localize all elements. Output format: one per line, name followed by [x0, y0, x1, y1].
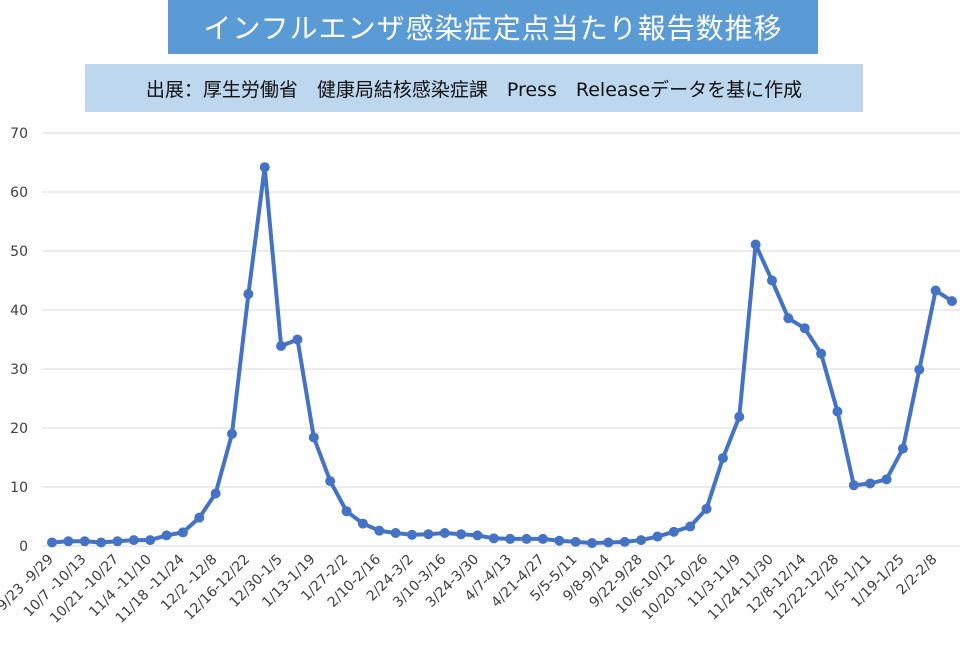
- data-point: [308, 432, 319, 443]
- data-point: [537, 533, 548, 544]
- data-point: [276, 340, 287, 351]
- data-point: [259, 162, 270, 173]
- data-point: [717, 453, 728, 464]
- data-point: [865, 478, 876, 489]
- data-point: [734, 411, 745, 422]
- data-point: [128, 535, 139, 546]
- data-point: [227, 428, 237, 439]
- data-point: [145, 535, 156, 546]
- data-point: [947, 296, 957, 307]
- data-point: [210, 488, 221, 499]
- data-point: [897, 443, 908, 454]
- data-point: [799, 323, 810, 334]
- data-point: [161, 530, 172, 541]
- data-point: [407, 529, 417, 540]
- y-tick-label: 10: [10, 480, 28, 496]
- data-point: [390, 528, 401, 539]
- data-point: [636, 535, 647, 546]
- data-point: [177, 527, 188, 538]
- y-tick-labels: 0 10 20 30 40 50 60 70: [10, 126, 28, 555]
- y-tick-label: 60: [10, 185, 28, 201]
- data-point: [47, 537, 57, 548]
- data-point: [292, 334, 303, 345]
- data-point: [357, 518, 368, 529]
- data-point: [439, 528, 450, 539]
- data-point: [668, 526, 679, 537]
- data-point: [488, 533, 499, 544]
- y-tick-label: 30: [10, 362, 28, 378]
- source-note: 出展：厚生労働省 健康局結核感染症課 Press Releaseデータを基に作成: [85, 64, 863, 112]
- y-tick-label: 0: [19, 539, 28, 555]
- data-point: [701, 503, 712, 514]
- data-point: [848, 480, 859, 491]
- data-point: [325, 476, 336, 487]
- data-point: [96, 537, 107, 548]
- data-point: [816, 348, 827, 359]
- y-tick-label: 20: [10, 421, 28, 437]
- data-point: [914, 364, 925, 375]
- data-point: [783, 313, 794, 324]
- y-tick-label: 50: [10, 244, 28, 260]
- data-point: [570, 536, 581, 547]
- grid-lines: [42, 132, 960, 547]
- data-point: [194, 512, 205, 523]
- data-point: [750, 239, 761, 250]
- data-point: [79, 536, 90, 547]
- data-point: [374, 525, 385, 536]
- chart-title: インフルエンザ感染症定点当たり報告数推移: [168, 0, 818, 54]
- data-point: [554, 535, 565, 546]
- data-point: [112, 536, 123, 547]
- data-point: [423, 529, 434, 540]
- data-point: [243, 289, 254, 300]
- y-tick-label: 70: [10, 126, 28, 142]
- data-point: [456, 529, 467, 540]
- data-point: [832, 406, 843, 417]
- data-point: [472, 530, 483, 541]
- data-point: [619, 536, 630, 547]
- data-point: [685, 521, 696, 532]
- data-point: [63, 536, 74, 547]
- data-point: [505, 533, 516, 544]
- data-point: [521, 533, 532, 544]
- data-point: [341, 506, 352, 517]
- data-point: [767, 275, 777, 286]
- series-points: [47, 162, 957, 549]
- data-point: [881, 474, 892, 485]
- data-point: [587, 538, 597, 549]
- y-tick-label: 40: [10, 303, 28, 319]
- data-point: [603, 537, 614, 548]
- data-point: [930, 285, 941, 296]
- data-point: [652, 531, 663, 542]
